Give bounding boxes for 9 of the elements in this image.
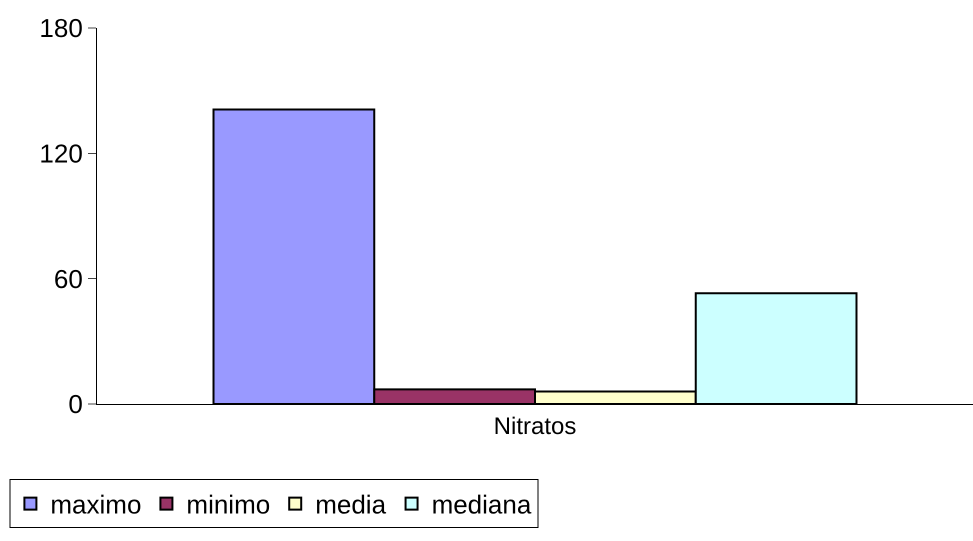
y-tick-label: 120 <box>39 138 83 168</box>
y-tick-label: 0 <box>68 389 83 420</box>
x-tick-label: Nitratos <box>494 412 576 440</box>
legend-label: mediana <box>432 490 532 520</box>
legend-label: maximo <box>50 490 142 520</box>
y-tick-label: 60 <box>54 264 83 294</box>
legend-label: minimo <box>186 490 270 520</box>
legend-label: media <box>315 490 387 520</box>
y-tick-label: 180 <box>39 13 83 44</box>
